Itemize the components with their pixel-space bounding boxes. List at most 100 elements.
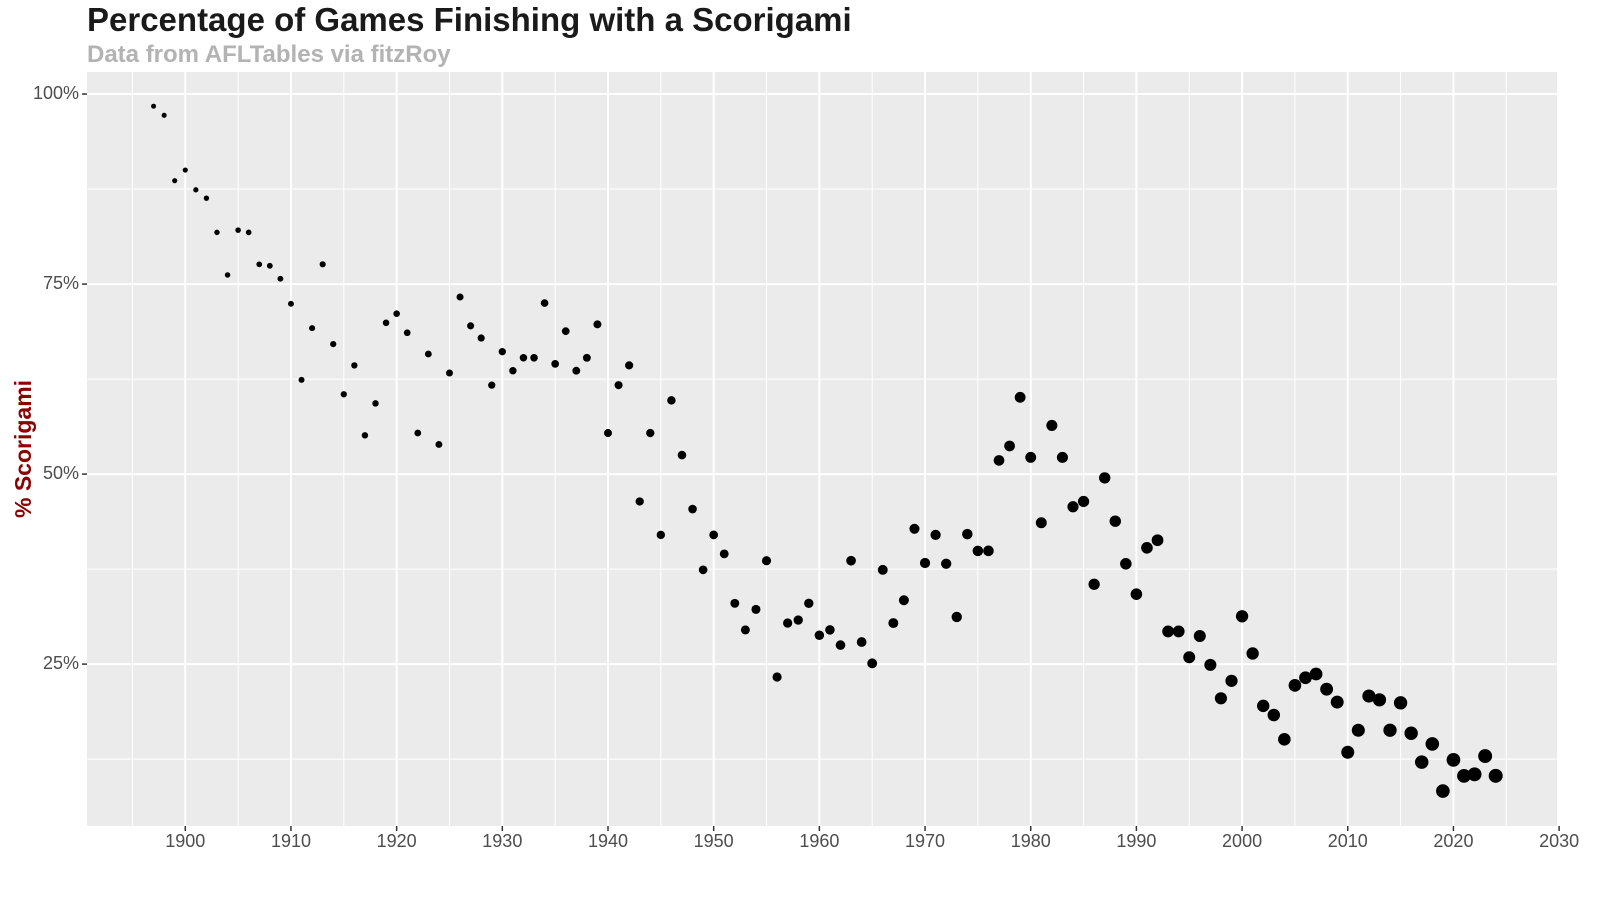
point (445, 369, 453, 377)
point (1025, 451, 1037, 463)
point (1341, 745, 1355, 759)
chart-subtitle: Data from AFLTables via fitzRoy (87, 41, 451, 68)
x-tick-label: 1900 (165, 831, 205, 851)
point (1151, 534, 1164, 547)
y-tick-label: 50% (43, 463, 79, 483)
point (1235, 610, 1249, 623)
point (962, 528, 973, 540)
point (635, 497, 644, 506)
x-tick-label: 1920 (377, 831, 417, 851)
point (540, 299, 549, 307)
point (382, 319, 390, 327)
point (783, 618, 793, 628)
point (530, 354, 538, 362)
point (646, 428, 655, 438)
plot-panel (87, 72, 1557, 826)
point (856, 637, 867, 647)
point (488, 381, 496, 389)
point (1141, 541, 1153, 554)
point (266, 262, 273, 269)
point (814, 630, 825, 640)
point (414, 429, 422, 437)
point (993, 455, 1005, 466)
point (214, 229, 220, 236)
point (804, 598, 814, 608)
x-tick-label: 1940 (588, 831, 628, 851)
point (625, 361, 634, 370)
point (330, 341, 337, 348)
point (751, 604, 761, 614)
point (1214, 692, 1228, 705)
point (1035, 517, 1047, 529)
point (1446, 753, 1461, 767)
point (1162, 625, 1175, 638)
point (909, 523, 920, 534)
point (161, 112, 167, 118)
x-tick-label: 2020 (1433, 831, 1473, 851)
point (898, 595, 909, 606)
y-tick-label: 100% (33, 83, 79, 103)
point (846, 555, 856, 566)
point (1330, 695, 1344, 709)
point (867, 658, 878, 669)
point (467, 322, 475, 330)
point (277, 275, 284, 282)
point (1246, 647, 1259, 660)
x-tick-label: 1990 (1116, 831, 1156, 851)
point (1004, 440, 1015, 452)
point (319, 261, 326, 268)
point (403, 329, 411, 337)
point (1130, 588, 1143, 600)
point (1362, 689, 1376, 703)
point (456, 293, 464, 301)
point (1067, 501, 1079, 513)
point (393, 310, 400, 318)
point (698, 565, 708, 575)
y-axis-label: % Scorigami (10, 380, 36, 518)
x-tick-label: 2010 (1328, 831, 1368, 851)
y-tick-label: 75% (43, 273, 79, 293)
point (1457, 768, 1471, 783)
point (1193, 629, 1206, 642)
point (1204, 658, 1217, 671)
point (614, 381, 623, 390)
x-tick-label: 1980 (1011, 831, 1051, 851)
point (1014, 391, 1026, 403)
point (256, 261, 263, 268)
point (298, 376, 305, 383)
point (288, 300, 294, 307)
point (203, 195, 210, 201)
point (603, 429, 613, 438)
point (1077, 495, 1090, 508)
point (351, 362, 358, 369)
point (372, 400, 379, 407)
point (719, 549, 729, 559)
point (951, 611, 962, 623)
point (551, 360, 560, 368)
point (930, 529, 941, 541)
point (1478, 749, 1493, 764)
point (1320, 682, 1334, 696)
point (919, 557, 931, 569)
point (593, 320, 602, 329)
point (772, 672, 782, 682)
point (730, 598, 740, 608)
x-tick-label: 1910 (271, 831, 311, 851)
point (877, 564, 888, 575)
point (1056, 451, 1068, 463)
point (709, 530, 719, 540)
point (519, 354, 528, 362)
point (509, 367, 517, 375)
point (1109, 515, 1121, 527)
point (572, 366, 581, 375)
point (435, 440, 443, 448)
point (1172, 625, 1185, 638)
point (582, 353, 591, 362)
point (172, 178, 178, 184)
point (1372, 693, 1387, 707)
point (1099, 472, 1111, 484)
point (1383, 723, 1397, 737)
x-tick-label: 2000 (1222, 831, 1262, 851)
chart-title: Percentage of Games Finishing with a Sco… (87, 1, 852, 38)
